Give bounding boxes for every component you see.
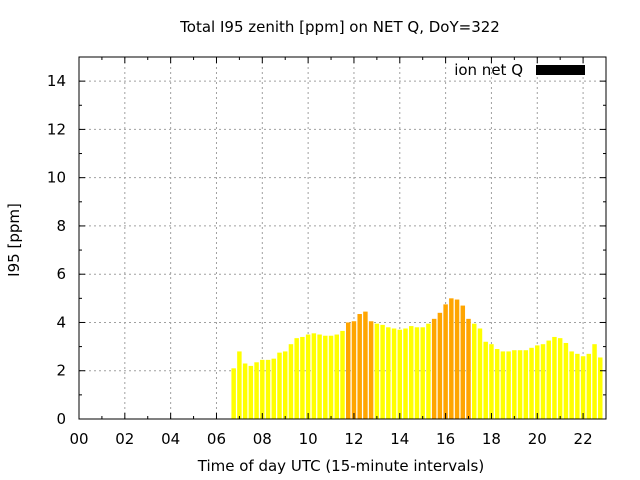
bar [363,311,368,419]
bar [282,351,288,419]
y-tick-label: 2 [56,362,66,380]
bar [294,338,299,419]
bar [288,344,294,419]
bar [300,336,305,419]
bar [305,334,311,419]
plot-frame [78,56,607,420]
bar [454,299,460,419]
bar [477,328,483,419]
bar [529,347,534,419]
y-tick-label: 8 [56,217,66,235]
x-tick-label: 20 [528,430,547,448]
bar [237,351,242,419]
bar [380,324,385,419]
bar [409,326,414,419]
x-tick-label: 04 [161,430,180,448]
bar [500,351,506,419]
bar [357,314,362,419]
bar [311,333,317,419]
bar [535,345,540,419]
x-tick-label: 06 [207,430,226,448]
bar [431,318,437,419]
bar [345,322,351,419]
y-tick-label: 4 [56,313,66,331]
x-tick-label: 00 [69,430,88,448]
bar [265,359,271,419]
bar [254,362,259,419]
bar [403,328,408,419]
bar [231,368,236,419]
y-axis-label: I95 [ppm] [5,203,23,277]
bar [512,350,517,419]
bar [420,327,425,419]
bar [437,312,443,419]
bar [368,321,374,419]
bar [449,298,454,419]
bar [592,344,597,419]
bar [569,351,574,419]
bar [552,336,557,419]
bar [494,349,500,419]
chart-title: Total I95 zenith [ppm] on NET Q, DoY=322 [179,18,500,36]
bar [328,335,334,419]
x-axis-label: Time of day UTC (15-minute intervals) [197,457,484,475]
bar [443,304,448,419]
bars [231,298,603,419]
x-tick-label: 18 [482,430,501,448]
y-tick-label: 6 [56,265,66,283]
bar [540,344,546,419]
y-tick-label: 0 [56,410,66,428]
x-tick-label: 10 [299,430,318,448]
x-tick-label: 02 [115,430,134,448]
bar [557,338,563,419]
bar [575,353,580,419]
bar [460,305,466,419]
bar [386,327,391,419]
legend-swatch [536,65,585,75]
x-tick-label: 12 [344,430,363,448]
y-tick-label: 10 [47,169,66,187]
bar [271,358,276,419]
bar [323,335,328,419]
bar [397,329,403,419]
y-tick-label: 14 [47,72,66,90]
bar [489,344,494,419]
bar [563,342,569,419]
bar [260,359,265,419]
bar [340,330,345,419]
bar [248,365,254,419]
bar [277,352,282,419]
y-tick-label: 12 [47,120,66,138]
x-tick-label: 22 [574,430,593,448]
legend: ion net Q [454,61,585,79]
bar [598,357,603,419]
legend-label: ion net Q [454,61,523,79]
x-tick-label: 16 [436,430,455,448]
bar [586,353,592,419]
bar [391,328,397,419]
x-tick-label: 08 [253,430,272,448]
bar [517,350,523,419]
bar [506,351,511,419]
bar [426,323,431,419]
bar [523,350,529,419]
bar [546,340,551,419]
bar [483,341,488,419]
x-tick-label: 14 [390,430,409,448]
bar [414,327,420,419]
bar [242,363,248,419]
bar [317,334,322,419]
bar [472,323,477,419]
bar [334,334,340,419]
bar [351,321,357,419]
bar [466,318,471,419]
bar [580,356,586,419]
bar [374,323,380,419]
